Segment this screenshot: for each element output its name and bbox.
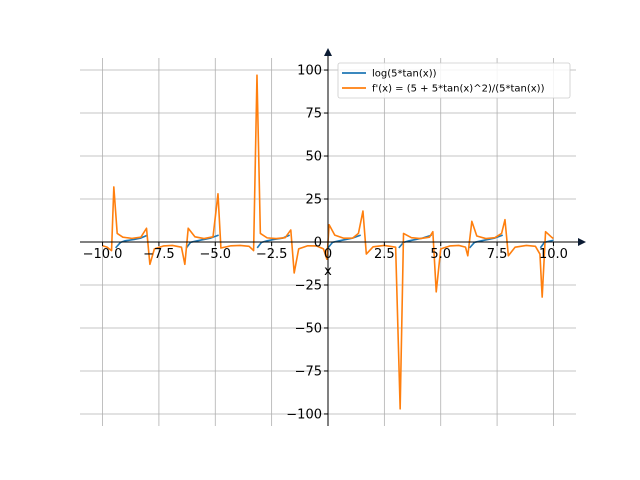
y-tick-label: 0 xyxy=(314,236,322,251)
y-tick-label: −50 xyxy=(295,321,322,336)
x-tick-label: 2.5 xyxy=(374,247,395,262)
y-tick-label: −25 xyxy=(295,278,322,293)
y-tick-label: 25 xyxy=(305,193,322,208)
y-tick-label: 100 xyxy=(297,64,322,79)
series-line-1 xyxy=(115,234,148,249)
y-tick-label: −75 xyxy=(295,364,322,379)
series-line-1 xyxy=(327,234,361,249)
legend-box xyxy=(337,62,571,99)
legend: log(5*tan(x)) f'(x) = (5 + 5*tan(x)^2)/(5… xyxy=(337,62,571,99)
x-tick-label: 10.0 xyxy=(539,247,568,262)
legend-entry-2: f'(x) = (5 + 5*tan(x)^2)/(5*tan(x)) xyxy=(372,84,545,95)
series-line-1 xyxy=(185,234,219,249)
x-tick-label: −2.5 xyxy=(256,247,288,262)
tick-labels: −10.0 −7.5 −5.0 −2.5 0 2.5 5.0 7.5 10.0 −100 −75 −5… xyxy=(83,64,568,423)
y-tick-label: 75 xyxy=(305,107,322,122)
legend-entry-1: log(5*tan(x)) xyxy=(372,69,437,80)
y-axis-arrow xyxy=(324,48,332,56)
axes xyxy=(80,48,586,426)
x-tick-label: −7.5 xyxy=(143,247,175,262)
x-tick-label: 7.5 xyxy=(487,247,508,262)
y-tick-label: 50 xyxy=(305,150,322,165)
x-axis-arrow xyxy=(578,238,586,246)
series-line-1 xyxy=(468,234,504,249)
x-tick-label: −5.0 xyxy=(199,247,231,262)
x-tick-label: 5.0 xyxy=(430,247,451,262)
y-tick-label: −100 xyxy=(286,407,322,422)
x-tick-label: 0 xyxy=(324,247,332,262)
x-tick-label: −10.0 xyxy=(83,247,123,262)
x-axis-label: x xyxy=(324,264,332,279)
